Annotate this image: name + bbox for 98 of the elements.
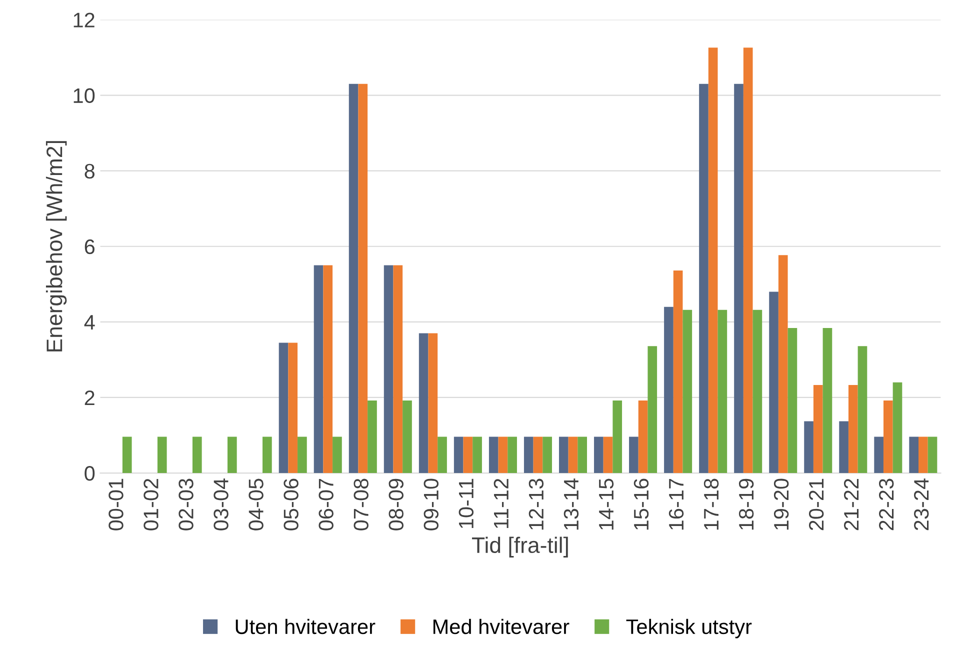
bar <box>743 48 753 474</box>
bar <box>918 436 928 474</box>
bar <box>822 328 832 474</box>
legend-label: Uten hvitevarer <box>236 618 376 634</box>
x-tick-label: 19-20 <box>774 478 789 530</box>
bar <box>157 436 167 474</box>
x-tick-label: 18-19 <box>738 478 754 530</box>
y-tick-label: 6 <box>84 239 94 254</box>
x-tick-label: 08-09 <box>388 478 404 530</box>
bar <box>288 342 298 474</box>
bar <box>699 84 708 474</box>
x-tick-label: 01-02 <box>144 478 158 530</box>
bar <box>638 400 648 474</box>
x-tick-label: 21-22 <box>844 478 859 530</box>
bar <box>384 265 394 474</box>
bar <box>542 436 552 474</box>
y-tick-label: 12 <box>74 12 94 28</box>
bar <box>708 48 718 474</box>
bar <box>192 436 202 474</box>
bar <box>734 84 744 474</box>
bar <box>508 436 517 474</box>
x-tick-label: 14-15 <box>599 478 614 530</box>
bar <box>498 436 508 474</box>
x-tick-label: 00-01 <box>108 478 124 530</box>
bar <box>122 436 132 474</box>
bar <box>603 436 613 474</box>
bar <box>594 436 604 474</box>
bar <box>402 400 412 474</box>
x-tick-label: 22-23 <box>878 478 894 530</box>
x-tick-label: 07-08 <box>354 478 368 530</box>
x-tick-label: 04-05 <box>248 478 264 530</box>
x-tick-label: 06-07 <box>318 478 334 530</box>
bar <box>664 306 674 474</box>
bar <box>262 436 272 474</box>
bar <box>848 385 858 474</box>
x-tick-label: 16-17 <box>668 478 684 530</box>
y-tick-label: 0 <box>84 466 95 481</box>
bar <box>323 265 333 474</box>
bar <box>874 436 884 474</box>
bar <box>858 346 868 474</box>
legend-label: Teknisk utstyr <box>626 618 752 638</box>
x-tick-label: 15-16 <box>634 478 649 530</box>
bar <box>418 333 428 474</box>
bar <box>454 436 464 474</box>
x-tick-label: 05-06 <box>284 478 298 530</box>
bar <box>612 400 622 474</box>
bar <box>348 84 358 474</box>
x-tick-label: 12-13 <box>528 478 544 530</box>
bar <box>298 436 307 474</box>
bar <box>718 310 728 474</box>
bar <box>928 436 938 474</box>
bar <box>472 436 482 474</box>
x-tick-label: 23-24 <box>914 478 929 530</box>
bar <box>488 436 498 474</box>
bar <box>813 385 823 474</box>
bar <box>752 310 762 474</box>
y-tick-label: 2 <box>84 390 94 406</box>
bar <box>892 382 902 474</box>
bar <box>682 310 692 474</box>
x-tick-label: 10-11 <box>458 478 474 528</box>
x-tick-label: 20-21 <box>808 478 824 530</box>
bar <box>228 436 237 474</box>
bar <box>778 255 788 474</box>
bar <box>629 436 638 474</box>
bar <box>438 436 447 474</box>
bar <box>332 436 342 474</box>
bar <box>788 328 798 474</box>
x-tick-label: 13-14 <box>564 478 579 530</box>
bar <box>368 400 377 474</box>
bar <box>558 436 568 474</box>
bar <box>883 400 893 474</box>
x-axis-title: Tid [fra-til] <box>472 536 568 558</box>
bar <box>533 436 543 474</box>
bar <box>278 342 288 474</box>
y-tick-label: 10 <box>74 88 95 104</box>
x-tick-label: 17-18 <box>704 478 719 530</box>
bar <box>648 346 658 474</box>
bar <box>769 292 778 474</box>
bar <box>524 436 534 474</box>
bar <box>393 265 403 474</box>
bar <box>909 436 918 474</box>
bar <box>804 421 814 474</box>
legend-label: Med hvitevarer <box>433 618 570 634</box>
bar <box>673 270 683 474</box>
bar <box>568 436 578 474</box>
x-tick-label: 11-12 <box>494 478 508 528</box>
bar <box>358 84 368 474</box>
bar <box>463 436 473 474</box>
y-axis-title: Energibehov [Wh/m2] <box>46 141 67 352</box>
y-tick-label: 4 <box>84 315 95 330</box>
bar <box>314 265 324 474</box>
bar <box>578 436 588 474</box>
bar <box>428 333 438 474</box>
bar <box>839 421 848 474</box>
y-tick-label: 8 <box>84 164 95 179</box>
x-tick-label: 03-04 <box>214 478 228 530</box>
x-tick-label: 02-03 <box>178 478 194 530</box>
x-tick-label: 09-10 <box>424 478 439 530</box>
